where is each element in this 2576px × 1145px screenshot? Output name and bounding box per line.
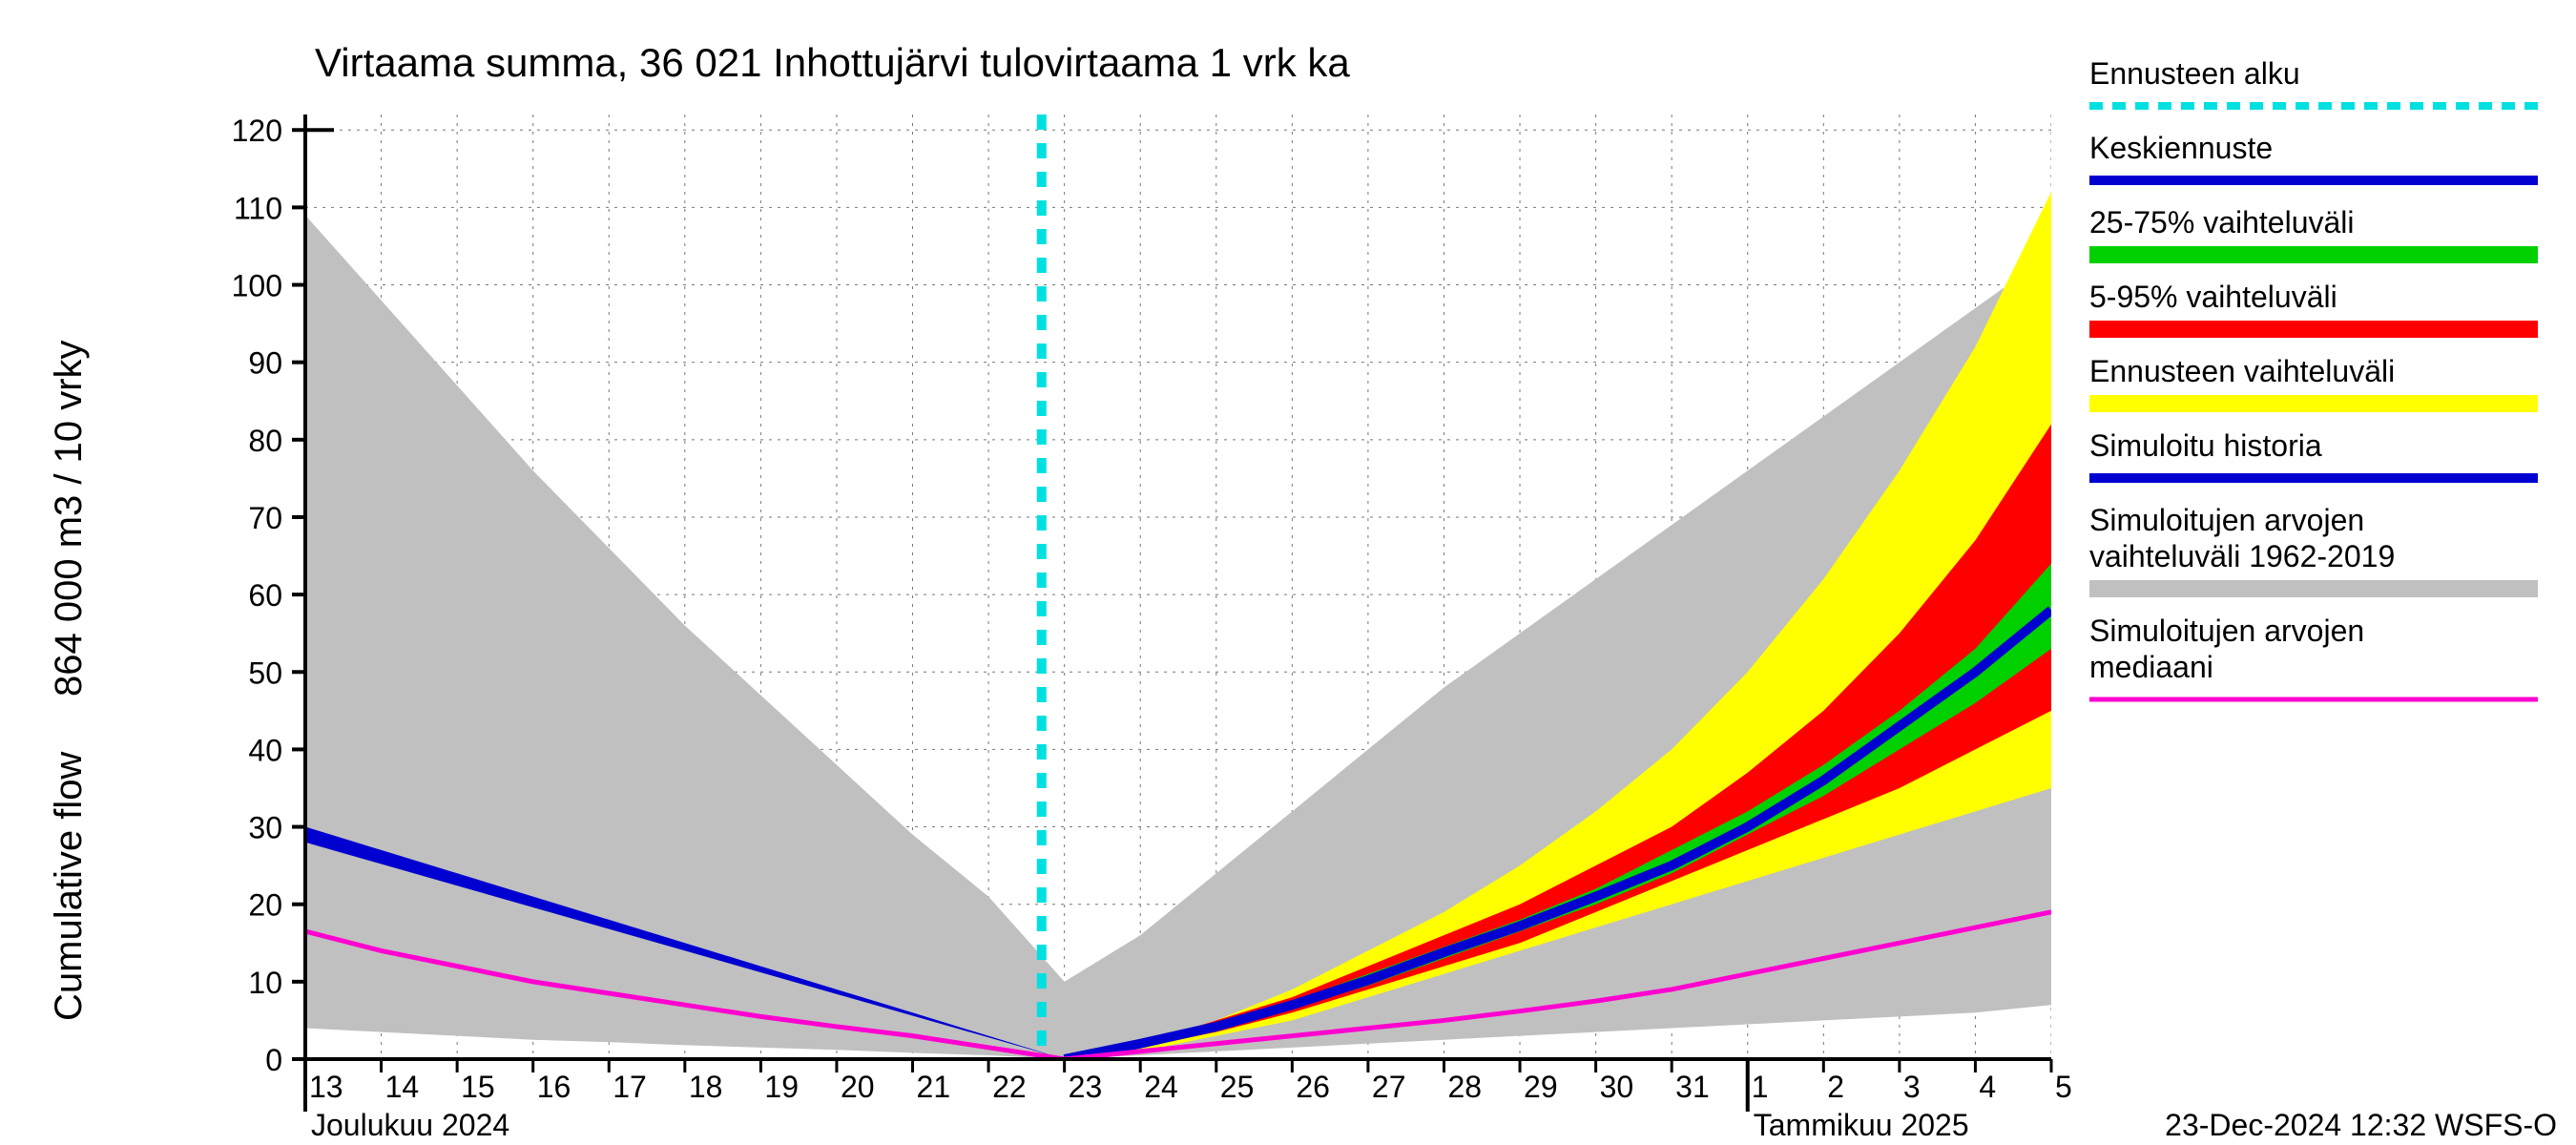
y-tick-label: 50	[248, 656, 282, 690]
x-day-label: 15	[461, 1070, 495, 1104]
chart-title: Virtaama summa, 36 021 Inhottujärvi tulo…	[315, 40, 1350, 85]
x-day-label: 18	[689, 1070, 723, 1104]
y-tick-label: 20	[248, 888, 282, 923]
y-tick-label: 100	[232, 269, 282, 303]
legend-label: Keskiennuste	[2089, 131, 2273, 165]
x-day-label: 26	[1296, 1070, 1330, 1104]
y-tick-label: 110	[234, 191, 282, 225]
y-tick-label: 90	[248, 346, 282, 381]
legend-label: Ennusteen vaihteluväli	[2089, 354, 2395, 388]
x-day-label: 21	[917, 1070, 951, 1104]
x-month-label: Tammikuu 2025	[1754, 1108, 1969, 1142]
x-day-label: 5	[2055, 1070, 2072, 1104]
x-day-label: 28	[1447, 1070, 1482, 1104]
legend-label: Simuloitu historia	[2089, 428, 2322, 463]
legend-label: 5-95% vaihteluväli	[2089, 280, 2337, 314]
legend-swatch	[2089, 395, 2538, 412]
y-axis-label-1: Cumulative flow	[48, 752, 90, 1021]
y-axis-label-2: 864 000 m3 / 10 vrky	[48, 340, 90, 697]
legend-label: mediaani	[2089, 650, 2213, 684]
x-day-label: 22	[992, 1070, 1027, 1104]
y-tick-label: 0	[265, 1043, 282, 1077]
x-day-label: 29	[1524, 1070, 1558, 1104]
legend-label: 25-75% vaihteluväli	[2089, 205, 2355, 239]
y-tick-label: 120	[232, 114, 282, 148]
x-day-label: 1	[1752, 1070, 1769, 1104]
x-day-label: 20	[841, 1070, 875, 1104]
x-day-label: 27	[1372, 1070, 1406, 1104]
y-tick-label: 30	[248, 811, 282, 845]
x-day-label: 13	[309, 1070, 343, 1104]
legend-swatch	[2089, 580, 2538, 597]
x-day-label: 24	[1144, 1070, 1178, 1104]
legend-label: Ennusteen alku	[2089, 56, 2300, 91]
legend-swatch	[2089, 321, 2538, 338]
legend-label: Simuloitujen arvojen	[2089, 614, 2364, 648]
legend-swatch	[2089, 246, 2538, 263]
x-day-label: 25	[1220, 1070, 1255, 1104]
y-tick-label: 40	[248, 733, 282, 767]
y-tick-label: 10	[248, 966, 282, 1000]
x-month-label: Joulukuu 2024	[311, 1108, 509, 1142]
x-day-label: 16	[537, 1070, 571, 1104]
x-day-label: 23	[1069, 1070, 1103, 1104]
x-day-label: 2	[1827, 1070, 1844, 1104]
x-day-label: 30	[1600, 1070, 1634, 1104]
x-day-label: 31	[1675, 1070, 1710, 1104]
x-day-label: 14	[385, 1070, 420, 1104]
timestamp-footer: 23-Dec-2024 12:32 WSFS-O	[2165, 1108, 2557, 1142]
x-day-label: 4	[1979, 1070, 1996, 1104]
legend-label: Simuloitujen arvojen	[2089, 503, 2364, 537]
y-tick-label: 80	[248, 424, 282, 458]
x-day-label: 3	[1903, 1070, 1921, 1104]
x-day-label: 19	[764, 1070, 799, 1104]
y-tick-label: 70	[248, 501, 282, 535]
legend-label: vaihteluväli 1962-2019	[2089, 539, 2395, 573]
x-day-label: 17	[613, 1070, 647, 1104]
y-tick-label: 60	[248, 578, 282, 613]
